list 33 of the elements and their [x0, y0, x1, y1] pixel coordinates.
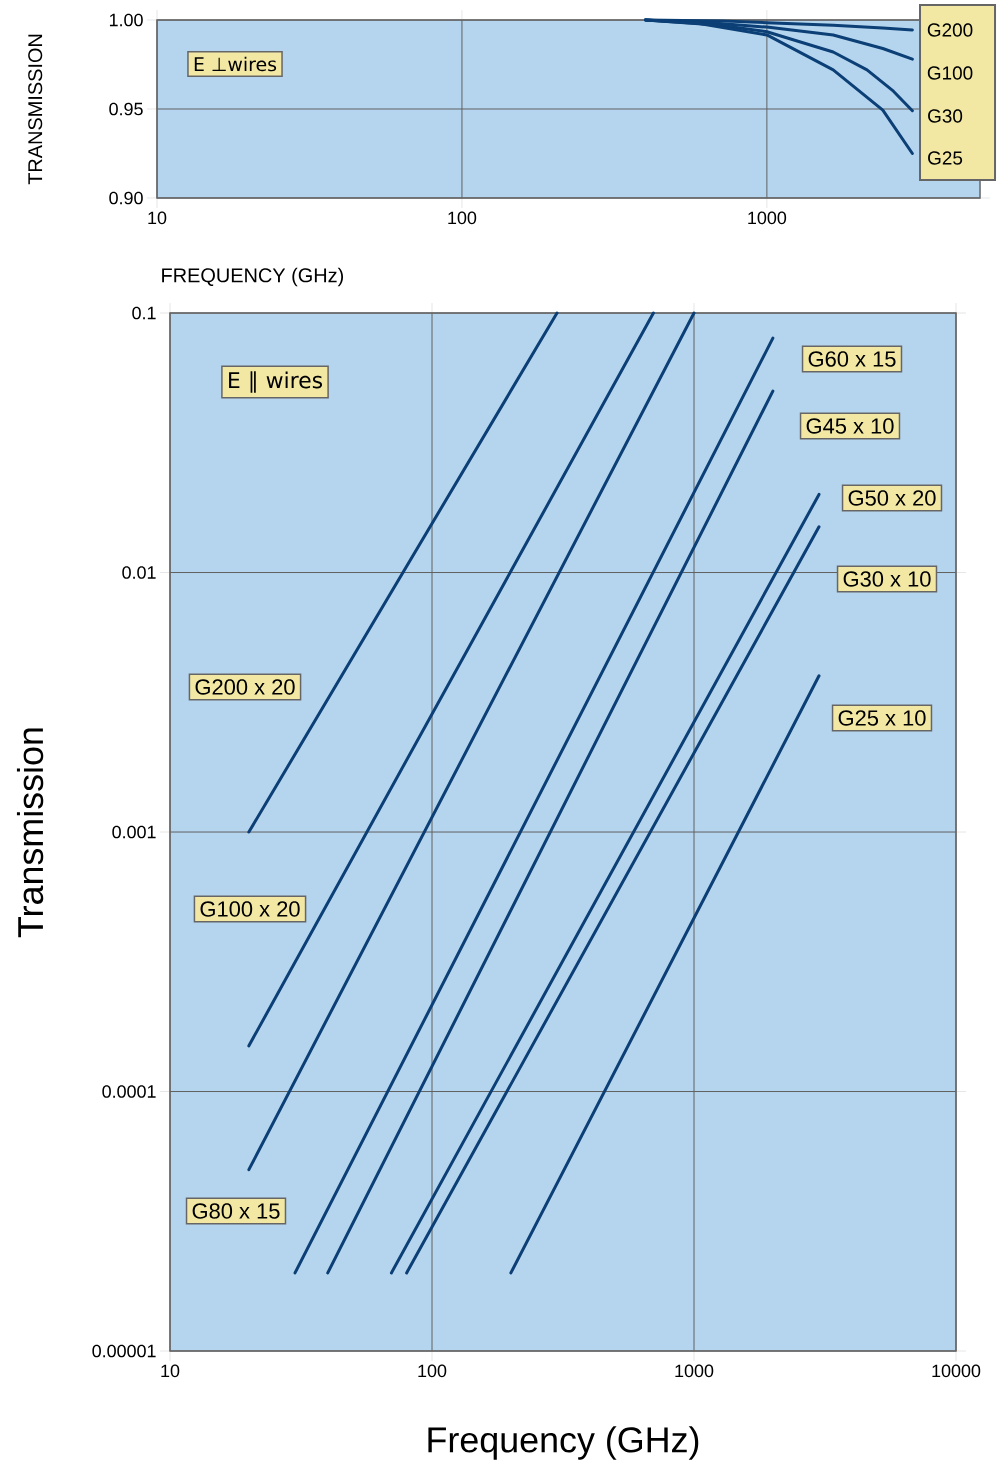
x-tick-label: 10 — [161, 1364, 180, 1378]
y-tick-label: 1.00 — [109, 13, 143, 27]
x-axis-title: Frequency (GHz) — [428, 1426, 699, 1460]
series-label: G200 — [927, 23, 973, 37]
series-label: G100 x 20 — [200, 901, 300, 917]
y-tick-label: 0.00001 — [92, 1344, 156, 1358]
x-tick-label: 1000 — [675, 1364, 714, 1378]
x-tick-label: 100 — [418, 1364, 447, 1378]
series-label: G50 x 20 — [848, 490, 936, 506]
annotation: E ⊥wires — [194, 56, 277, 72]
series-label: G200 x 20 — [195, 679, 295, 695]
x-axis-title: FREQUENCY (GHz) — [162, 267, 344, 287]
series-label: G45 x 10 — [806, 418, 894, 434]
annotation: E ∥ wires — [229, 371, 323, 393]
y-tick-label: 0.0001 — [102, 1085, 156, 1098]
y-tick-label: 0.90 — [109, 191, 143, 205]
x-tick-label: 10 — [148, 211, 167, 225]
x-tick-label: 10000 — [932, 1364, 981, 1378]
series-label: G25 x 10 — [838, 710, 926, 726]
y-axis-title: Transmission — [16, 728, 44, 938]
y-tick-label: 0.01 — [122, 566, 156, 579]
series-label: G60 x 15 — [808, 351, 896, 367]
series-label: G30 x 10 — [843, 571, 931, 587]
x-tick-label: 100 — [448, 211, 477, 225]
series-label: G100 — [927, 66, 973, 80]
y-tick-label: 0.95 — [109, 102, 143, 116]
y-tick-label: 0.1 — [132, 306, 156, 320]
y-tick-label: 0.001 — [112, 825, 156, 839]
series-label: G30 — [928, 109, 963, 123]
y-axis-title: TRANSMISSION — [28, 34, 43, 185]
series-label: G25 — [928, 151, 963, 165]
series-label: G80 x 15 — [192, 1203, 280, 1219]
x-tick-label: 1000 — [748, 211, 787, 225]
